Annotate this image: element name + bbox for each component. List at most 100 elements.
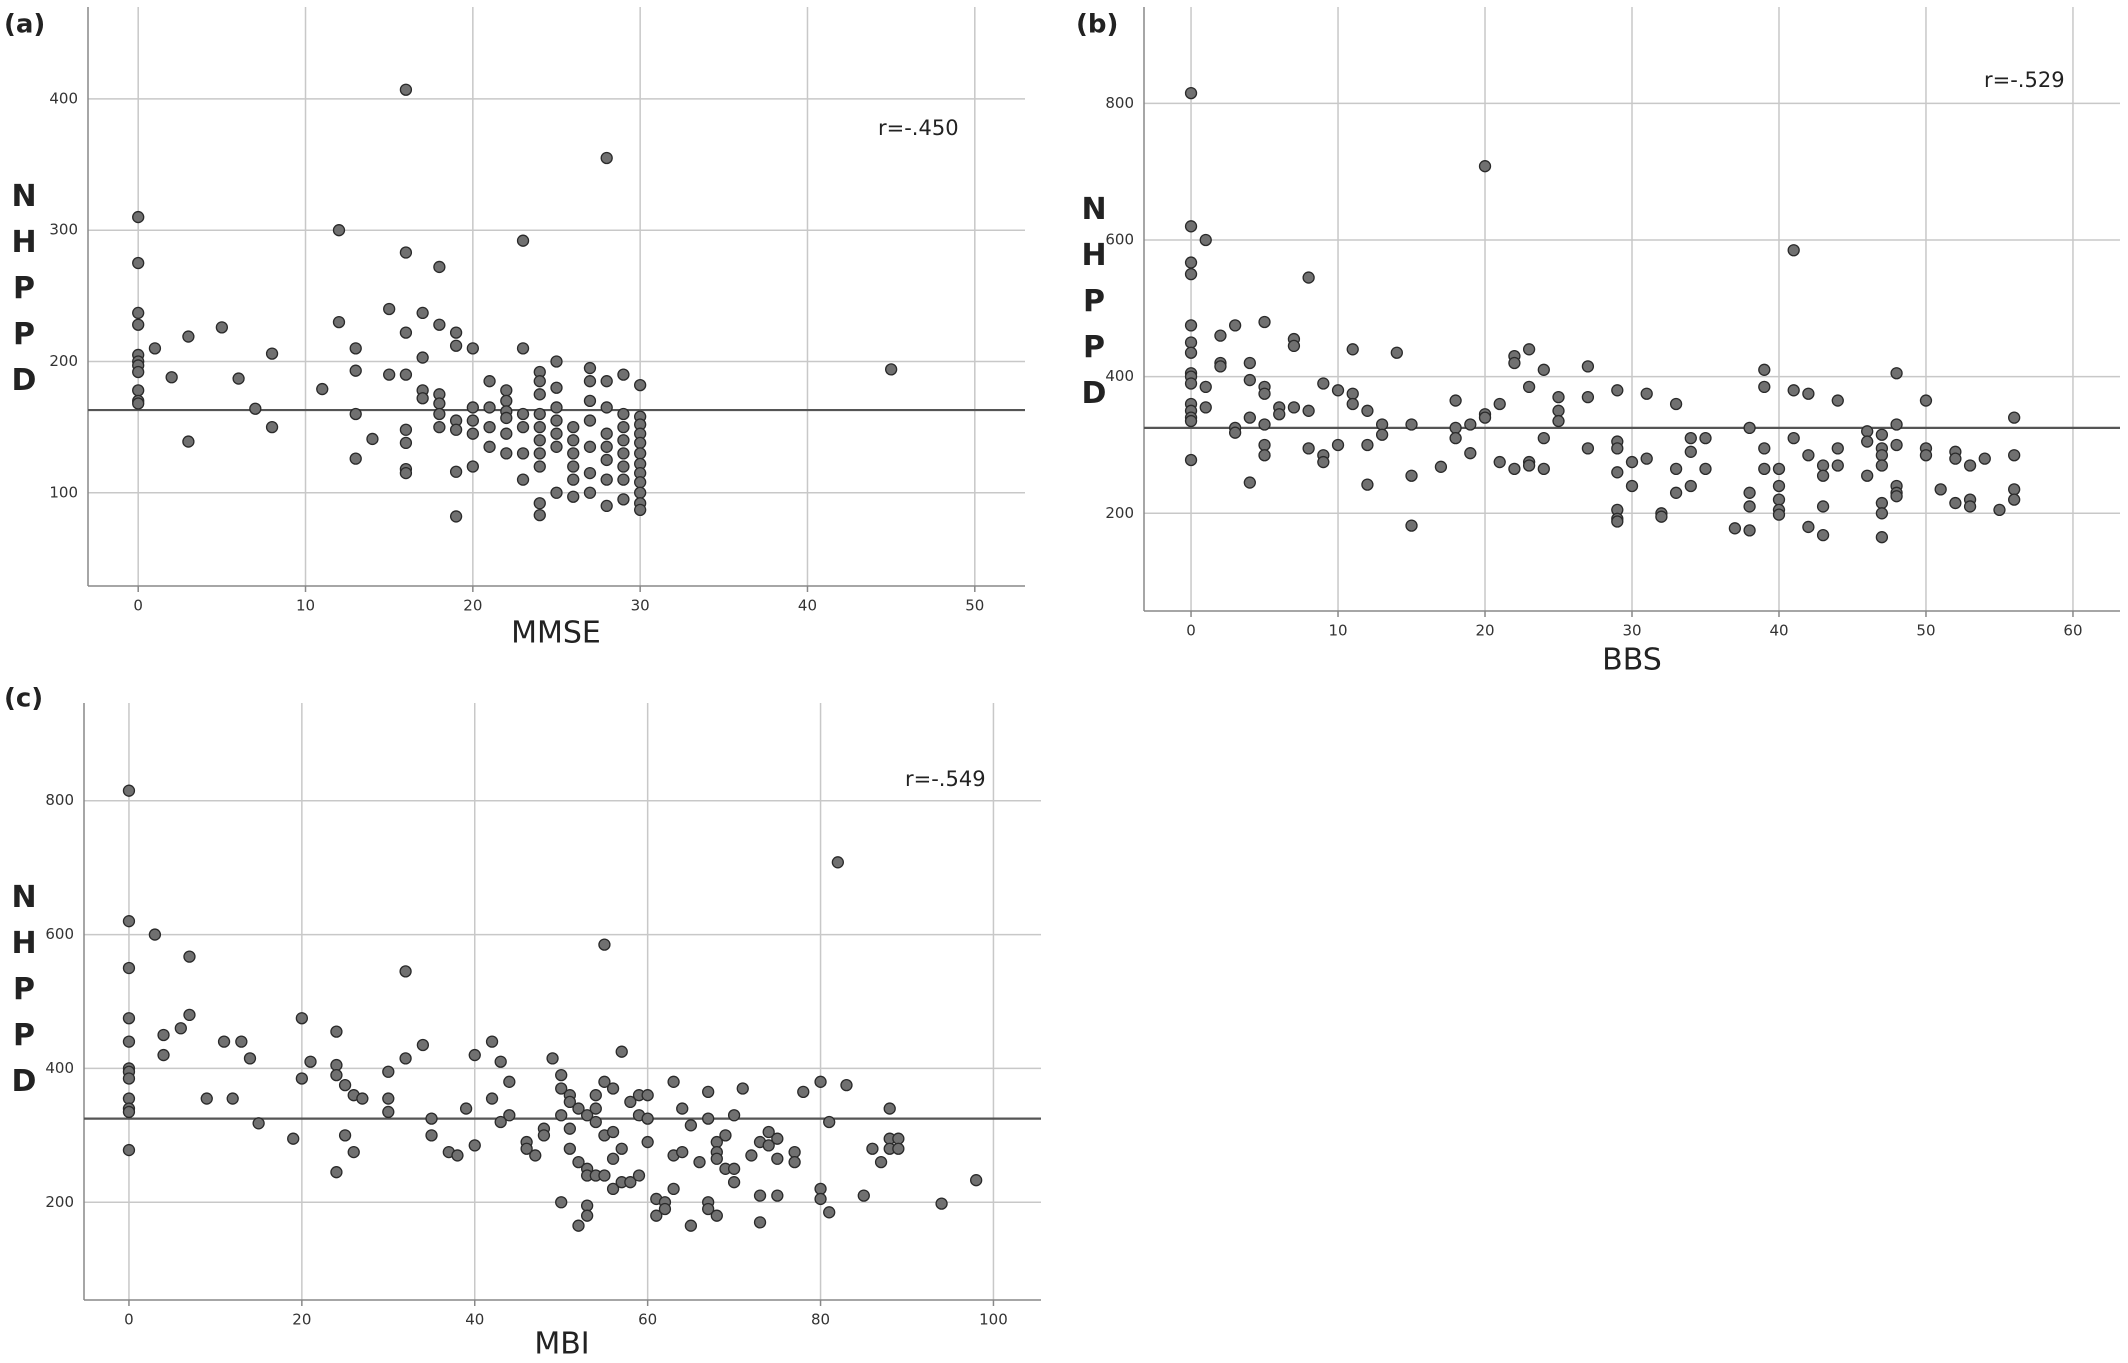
scatter-point [641, 1135, 654, 1149]
scatter-point [600, 499, 613, 513]
x-axis-title: BBS [1602, 643, 1662, 678]
scatter-point [494, 1055, 507, 1068]
scatter-point [1243, 411, 1256, 424]
scatter-point [399, 326, 413, 339]
scatter-point [624, 1176, 637, 1189]
scatter-point [550, 440, 563, 453]
scatter-point [1317, 377, 1330, 390]
scatter-point [466, 342, 479, 355]
scatter-point [580, 1199, 594, 1212]
scatter-point [1772, 479, 1786, 493]
panel-label: (c) [4, 684, 43, 714]
scatter-point [1184, 336, 1198, 349]
scatter-point [1772, 493, 1786, 506]
y-axis-title-letter: D [12, 1064, 37, 1099]
scatter-point [287, 1132, 300, 1145]
scatter-point [425, 1112, 438, 1125]
scatter-point [451, 1149, 464, 1162]
scatter-point [148, 342, 162, 355]
scatter-point [1537, 462, 1550, 476]
scatter-point [567, 447, 580, 460]
scatter-point [459, 1102, 473, 1115]
scatter-point [1258, 438, 1271, 452]
scatter-point [1287, 401, 1301, 414]
scatter-point [1478, 160, 1492, 173]
scatter-point [1758, 442, 1771, 455]
scatter-point [600, 473, 613, 486]
scatter-point [366, 432, 379, 446]
scatter-point [132, 256, 145, 270]
scatter-point [546, 1052, 559, 1065]
scatter-point [563, 1095, 576, 1109]
scatter-point [516, 342, 530, 355]
scatter-point [416, 1038, 430, 1052]
scatter-point [641, 1112, 654, 1125]
x-tick-label: 20 [463, 597, 482, 615]
scatter-point [537, 1129, 551, 1142]
scatter-point [1802, 520, 1815, 534]
y-tick-label: 200 [1105, 504, 1134, 522]
scatter-point [132, 306, 145, 320]
scatter-point [1552, 390, 1565, 404]
scatter-point [1273, 408, 1286, 421]
scatter-point [617, 407, 630, 421]
scatter-point [183, 1008, 196, 1022]
scatter-point [347, 1145, 360, 1159]
scatter-point [1258, 315, 1271, 329]
scatter-point [122, 784, 136, 797]
scatter-point [2008, 493, 2021, 506]
scatter-point [1978, 452, 1991, 465]
scatter-point [1728, 522, 1742, 535]
scatter-point [182, 330, 195, 343]
scatter-point [132, 365, 145, 379]
scatter-point [598, 938, 611, 951]
scatter-point [1802, 449, 1815, 462]
scatter-point [719, 1129, 732, 1142]
scatter-point [788, 1155, 801, 1169]
scatter-point [399, 246, 413, 259]
scatter-point [416, 392, 429, 405]
scatter-point [684, 1119, 698, 1132]
x-tick-label: 40 [465, 1311, 484, 1329]
scatter-point [1758, 462, 1771, 476]
scatter-point [217, 1035, 231, 1048]
scatter-point [1581, 442, 1595, 455]
x-tick-label: 20 [292, 1311, 311, 1329]
scatter-point [1949, 452, 1962, 465]
scatter-point [710, 1209, 723, 1222]
scatter-point [483, 375, 496, 388]
scatter-point [1934, 483, 1947, 496]
scatter-point [600, 151, 613, 165]
scatter-point [1787, 431, 1800, 445]
scatter-point [1919, 394, 1933, 407]
scatter-point [383, 302, 396, 316]
scatter-point [727, 1162, 741, 1175]
y-tick-label: 200 [45, 1193, 74, 1211]
scatter-point [1302, 442, 1315, 455]
scatter-point [624, 1095, 637, 1109]
scatter-point [572, 1102, 585, 1115]
scatter-point [399, 466, 413, 480]
y-tick-label: 400 [49, 89, 78, 107]
scatter-point [1449, 421, 1462, 435]
scatter-point [1625, 455, 1639, 469]
scatter-point [132, 384, 145, 397]
scatter-point [1875, 507, 1889, 520]
scatter-point [349, 342, 362, 355]
scatter-point [1184, 453, 1198, 467]
scatter-point [533, 497, 546, 510]
scatter-point [516, 420, 530, 434]
scatter-point [132, 397, 145, 410]
scatter-point [1478, 411, 1492, 424]
scatter-point [533, 388, 546, 401]
scatter-point [771, 1152, 784, 1165]
scatter-point [702, 1112, 715, 1125]
annotation: r=-.549 [905, 767, 986, 791]
scatter-point [600, 440, 613, 453]
y-tick-label: 800 [1105, 94, 1134, 112]
scatter-point [598, 1169, 611, 1182]
scatter-point [727, 1176, 741, 1189]
scatter-point [1184, 346, 1198, 359]
scatter-point [702, 1202, 715, 1216]
scatter-point [399, 1052, 412, 1065]
